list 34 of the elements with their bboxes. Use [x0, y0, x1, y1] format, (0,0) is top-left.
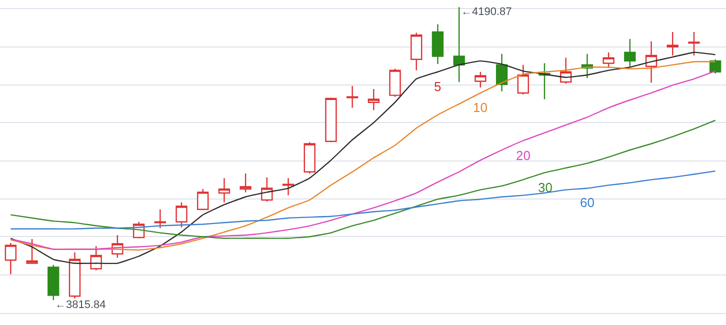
- candlestick: [48, 264, 60, 301]
- candlestick: [432, 24, 444, 65]
- candlestick: [602, 52, 614, 69]
- candlestick: [154, 208, 166, 229]
- candlestick: [453, 6, 465, 83]
- candlestick: [282, 178, 294, 196]
- series-label: 5: [434, 79, 442, 94]
- candlestick: [410, 32, 422, 71]
- series-label: 60: [580, 195, 594, 210]
- series-label: 10: [473, 100, 488, 115]
- series-label: 30: [538, 180, 552, 195]
- candlestick: [624, 38, 636, 68]
- candlestick: [666, 31, 678, 56]
- candlestick: [218, 178, 230, 203]
- candlestick: [304, 142, 316, 174]
- series-label: 20: [516, 148, 530, 163]
- candlestick: [176, 202, 188, 228]
- candlestick: [4, 242, 17, 275]
- candlestick: [26, 238, 38, 265]
- candlestick: [496, 53, 508, 92]
- candlestick: [645, 40, 658, 84]
- candlestick: [389, 68, 401, 98]
- candlestick: [325, 97, 337, 143]
- annotation: ←3815.84: [55, 299, 106, 311]
- candlestick: [240, 172, 252, 193]
- candlestick: [197, 188, 209, 211]
- annotation: ←4190.87: [461, 6, 512, 18]
- candlestick: [688, 31, 700, 56]
- candlestick: [517, 64, 529, 96]
- candlestick: [68, 252, 81, 300]
- candlestick: [261, 176, 273, 202]
- candlestick: [368, 88, 380, 111]
- candlestick: [474, 71, 486, 88]
- candlestick: [346, 85, 358, 108]
